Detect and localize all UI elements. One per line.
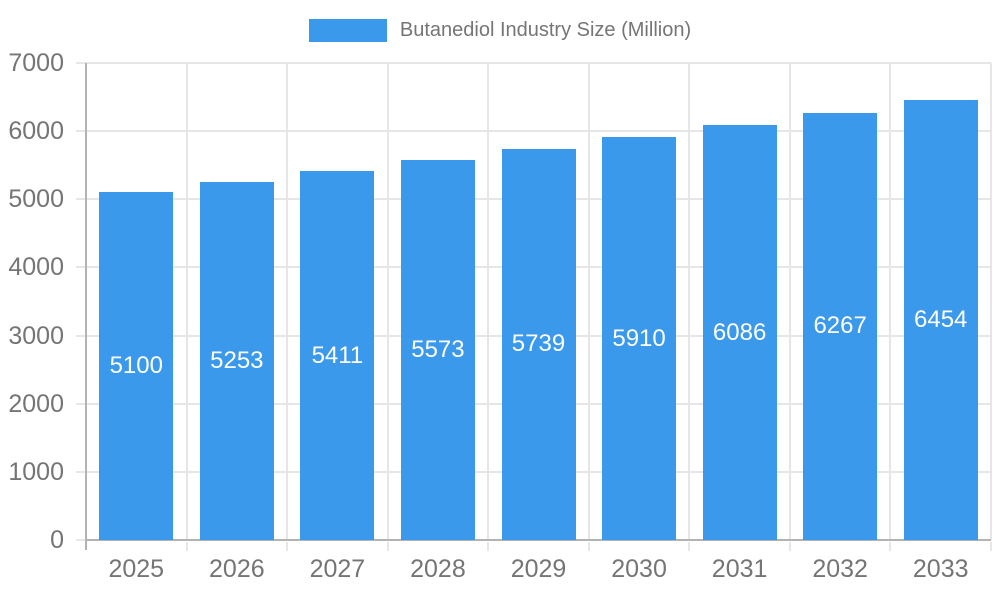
x-axis-label: 2031 — [711, 555, 768, 583]
y-axis-label: 0 — [50, 526, 64, 554]
y-axis-tick — [76, 402, 86, 405]
gridline-vertical — [286, 63, 289, 540]
bar — [501, 148, 576, 540]
y-axis-line — [85, 63, 87, 550]
x-axis-tick — [990, 542, 992, 551]
y-axis-tick — [76, 470, 86, 473]
gridline-vertical — [788, 63, 791, 540]
bar — [99, 192, 174, 540]
gridline-vertical — [185, 63, 188, 540]
x-axis-label: 2027 — [309, 555, 366, 583]
x-axis-baseline — [86, 539, 991, 541]
bar — [602, 137, 677, 540]
x-axis-tick — [185, 542, 188, 551]
x-axis-label: 2025 — [108, 555, 165, 583]
x-axis-tick — [386, 542, 389, 551]
bar — [903, 100, 978, 540]
gridline-vertical — [990, 63, 992, 540]
x-axis-label: 2032 — [812, 555, 868, 583]
bar-value-label: 5573 — [411, 336, 465, 364]
y-axis-label: 2000 — [8, 389, 64, 418]
y-axis-tick — [76, 62, 86, 64]
bar — [702, 125, 777, 540]
gridline-vertical — [587, 63, 590, 540]
x-axis-label: 2030 — [611, 555, 667, 583]
x-axis-tick — [889, 542, 892, 551]
legend-swatch-icon — [308, 19, 387, 42]
x-axis-tick — [487, 542, 490, 551]
x-axis-tick — [688, 542, 691, 551]
bar-value-label: 5253 — [210, 347, 264, 375]
y-axis-tick — [76, 266, 86, 269]
y-axis-tick — [76, 198, 86, 201]
x-axis-tick — [587, 542, 590, 551]
gridline-vertical — [889, 63, 892, 540]
x-axis-tick — [788, 542, 791, 551]
bar-value-label: 5739 — [511, 330, 566, 358]
x-axis-label: 2028 — [410, 555, 466, 583]
bar-value-label: 5411 — [311, 341, 364, 369]
gridline-vertical — [487, 63, 490, 540]
y-axis-label: 3000 — [8, 321, 64, 350]
bar-value-label: 5100 — [109, 352, 163, 380]
x-axis-label: 2026 — [209, 555, 265, 583]
bar — [199, 182, 274, 540]
bar — [300, 171, 375, 540]
y-axis-label: 6000 — [8, 117, 64, 146]
gridline-vertical — [688, 63, 691, 540]
y-axis-label: 5000 — [8, 185, 64, 214]
x-axis-label: 2033 — [912, 555, 969, 583]
gridline-vertical — [386, 63, 389, 540]
y-axis-tick — [76, 539, 86, 541]
chart-legend: Butanediol Industry Size (Million) — [0, 19, 1000, 42]
bar — [400, 160, 475, 540]
bar-value-label: 6086 — [712, 318, 767, 346]
y-axis-tick — [76, 334, 86, 337]
bar-value-label: 6454 — [914, 306, 968, 334]
gridline-horizontal — [86, 62, 991, 64]
bar-value-label: 5910 — [612, 324, 666, 352]
y-axis-label: 1000 — [8, 457, 64, 486]
gridline-horizontal — [86, 130, 991, 133]
y-axis-tick — [76, 130, 86, 133]
x-axis-tick — [286, 542, 289, 551]
y-axis-label: 7000 — [8, 49, 64, 77]
bar — [803, 112, 878, 540]
x-axis-label: 2029 — [510, 555, 567, 583]
legend-label: Butanediol Industry Size (Million) — [399, 19, 692, 41]
y-axis-label: 4000 — [8, 253, 64, 282]
bar-value-label: 6267 — [813, 312, 867, 340]
